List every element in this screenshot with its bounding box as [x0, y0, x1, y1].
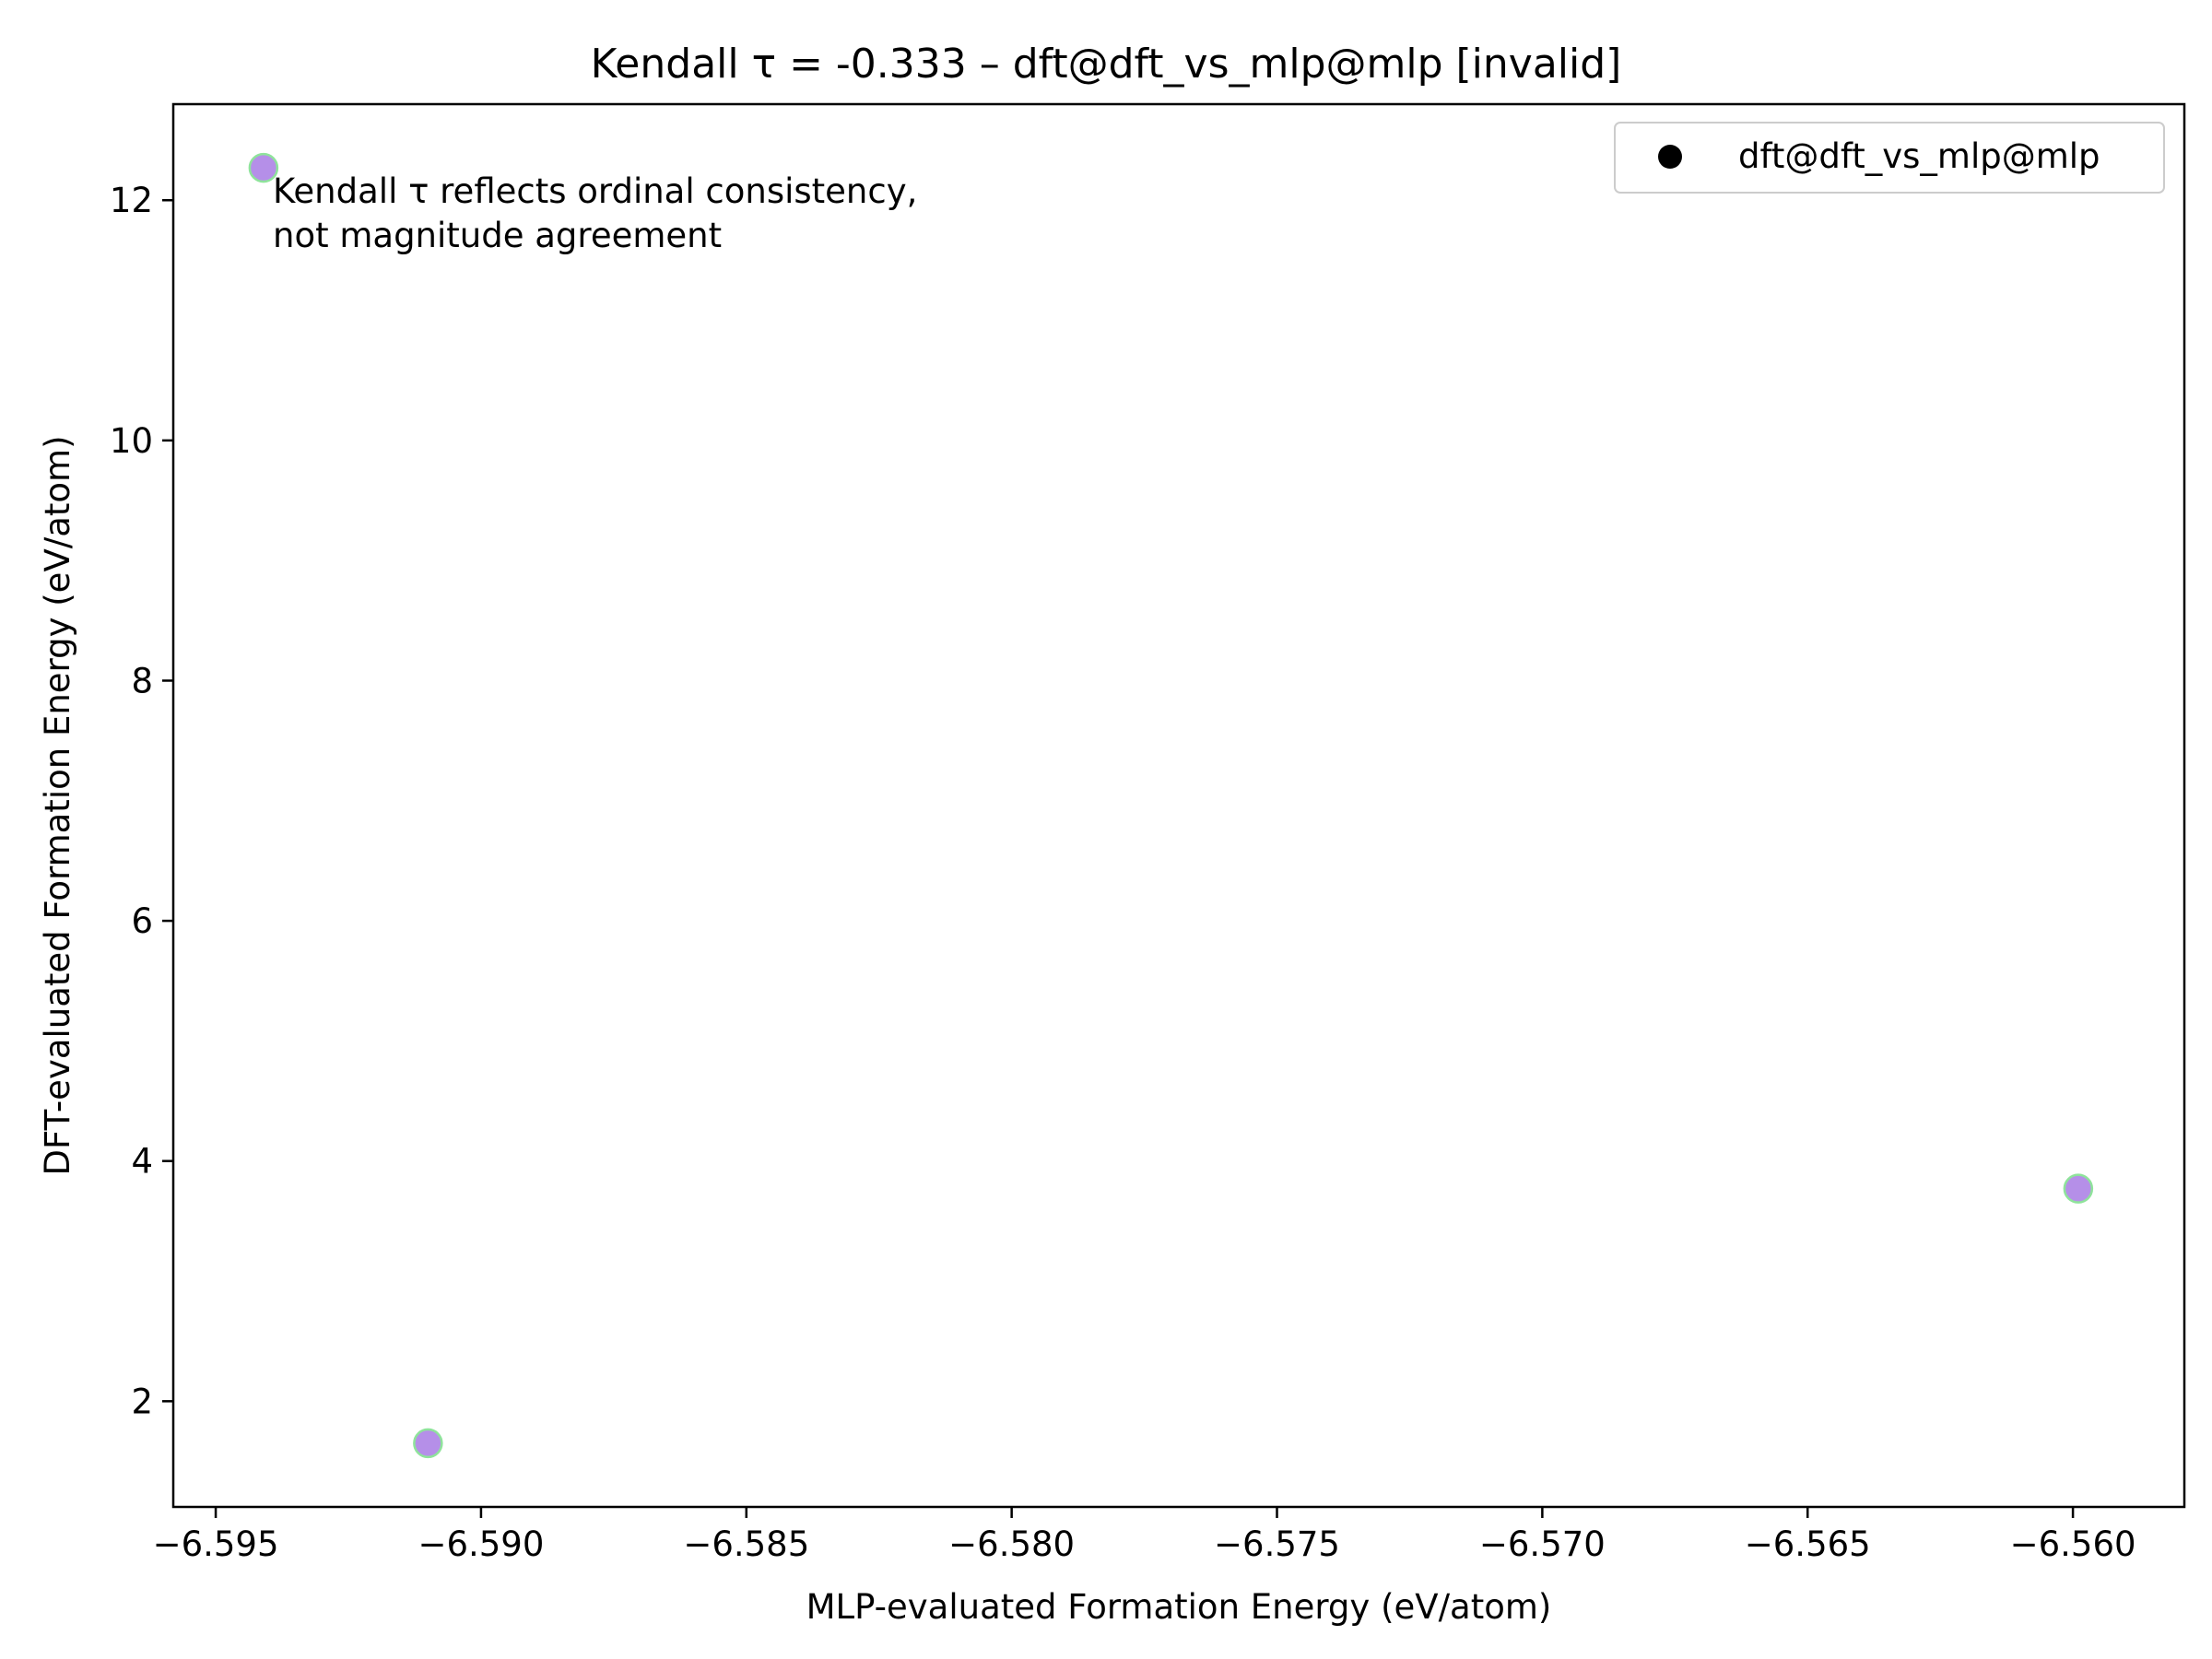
legend-label: dft@dft_vs_mlp@mlp [1738, 136, 2100, 176]
y-tick-label: 6 [131, 901, 153, 941]
y-tick-label: 8 [131, 661, 153, 700]
x-tick-label: −6.590 [418, 1524, 544, 1564]
x-tick-label: −6.565 [1745, 1524, 1871, 1564]
x-tick-label: −6.575 [1214, 1524, 1340, 1564]
y-axis: 2 4 6 8 10 12 [110, 181, 173, 1421]
annotation-line-2: not magnitude agreement [273, 216, 722, 255]
y-tick-label: 10 [110, 421, 153, 461]
legend-marker [1658, 145, 1682, 169]
data-point [413, 1428, 443, 1459]
data-point [2063, 1173, 2094, 1204]
y-tick-label: 12 [110, 181, 153, 220]
x-tick-label: −6.585 [683, 1524, 809, 1564]
x-tick-label: −6.570 [1479, 1524, 1606, 1564]
annotation-line-1: Kendall τ reflects ordinal consistency, [273, 171, 917, 211]
y-axis-label: DFT-evaluated Formation Energy (eV/atom) [38, 435, 77, 1175]
plot-area [171, 102, 2186, 1509]
y-tick-label: 4 [131, 1142, 153, 1182]
legend: dft@dft_vs_mlp@mlp [1614, 122, 2165, 194]
x-axis-label: MLP-evaluated Formation Energy (eV/atom) [806, 1587, 1552, 1627]
chart-title: Kendall τ = -0.333 – dft@dft_vs_mlp@mlp … [591, 41, 1622, 88]
y-tick-label: 2 [131, 1382, 153, 1421]
x-tick-label: −6.560 [2010, 1524, 2136, 1564]
data-point [248, 152, 279, 183]
legend-box [1614, 122, 2165, 194]
x-tick-label: −6.595 [153, 1524, 279, 1564]
x-tick-label: −6.580 [948, 1524, 1075, 1564]
data-points [248, 152, 2094, 1459]
x-axis: −6.595 −6.590 −6.585 −6.580 −6.575 −6.570 −6.5… [153, 1507, 2136, 1564]
annotation: Kendall τ reflects ordinal consistency, … [273, 171, 928, 255]
